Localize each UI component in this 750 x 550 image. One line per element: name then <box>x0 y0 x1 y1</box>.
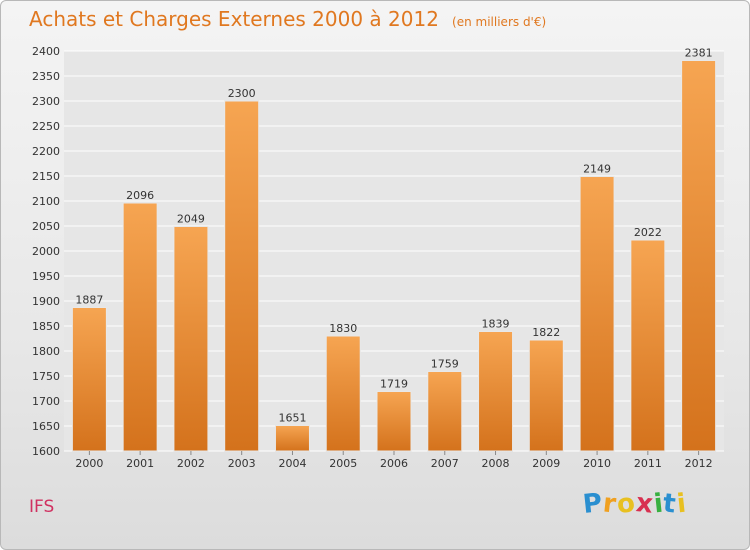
y-tick-label: 1750 <box>32 370 60 383</box>
bar <box>173 226 209 452</box>
x-tick-label: 2005 <box>329 457 357 470</box>
y-tick-label: 1700 <box>32 395 60 408</box>
chart-subtitle: (en milliers d'€) <box>452 15 547 29</box>
bar <box>122 202 158 452</box>
x-tick-label: 2006 <box>380 457 408 470</box>
y-tick-label: 2050 <box>32 220 60 233</box>
data-label: 2300 <box>228 87 256 100</box>
y-tick-label: 1900 <box>32 295 60 308</box>
data-label: 2381 <box>685 47 713 60</box>
data-labels: 1887 2096 2049 2300 1651 1830 1719 1759 1839 1822… <box>75 47 712 425</box>
chart-title: Achats et Charges Externes 2000 à 2012 <box>29 7 439 31</box>
bar <box>274 425 310 452</box>
data-label: 1887 <box>75 294 103 307</box>
data-label: 1822 <box>532 326 560 339</box>
x-tick-label: 2004 <box>278 457 306 470</box>
y-tick-label: 2150 <box>32 170 60 183</box>
x-tick-label: 2009 <box>532 457 560 470</box>
y-tick-label: 2100 <box>32 195 60 208</box>
bar <box>478 331 514 452</box>
y-tick-label: 2350 <box>32 70 60 83</box>
bar <box>376 391 412 452</box>
data-label: 2022 <box>634 226 662 239</box>
bars <box>71 60 717 452</box>
y-tick-label: 1800 <box>32 345 60 358</box>
data-label: 1759 <box>431 358 459 371</box>
y-tick-label: 1650 <box>32 420 60 433</box>
x-tick-label: 2010 <box>583 457 611 470</box>
data-label: 1830 <box>329 322 357 335</box>
y-tick-label: 1950 <box>32 270 60 283</box>
y-tick-label: 2000 <box>32 245 60 258</box>
title-row: Achats et Charges Externes 2000 à 2012 (… <box>29 7 546 31</box>
bar <box>681 60 717 452</box>
y-tick-label: 1600 <box>32 445 60 458</box>
bar <box>630 239 666 452</box>
data-label: 1839 <box>482 318 510 331</box>
y-tick-label: 2400 <box>32 45 60 58</box>
y-tick-label: 2200 <box>32 145 60 158</box>
y-tick-label: 2250 <box>32 120 60 133</box>
bar <box>224 100 260 452</box>
bar <box>579 176 615 452</box>
x-tick-label: 2012 <box>685 457 713 470</box>
bar <box>528 339 564 452</box>
bar <box>71 307 107 452</box>
y-tick-label: 2300 <box>32 95 60 108</box>
x-tick-label: 2003 <box>228 457 256 470</box>
data-label: 1651 <box>278 412 306 425</box>
y-tick-label: 1850 <box>32 320 60 333</box>
x-tick-label: 2001 <box>126 457 154 470</box>
x-tick-label: 2000 <box>75 457 103 470</box>
y-axis-ticks: 1600 1650 1700 1750 1800 1850 1900 1950 2000 2050… <box>32 45 60 458</box>
bar <box>325 335 361 452</box>
data-label: 2149 <box>583 163 611 176</box>
brand-logo: Proxiti <box>581 488 689 520</box>
data-label: 2049 <box>177 213 205 226</box>
data-label: 1719 <box>380 378 408 391</box>
x-tick-label: 2007 <box>431 457 459 470</box>
brand-letter: i <box>675 488 689 520</box>
x-axis-ticks: 2000 2001 2002 2003 2004 2005 2006 2007 2008 2009… <box>75 451 713 470</box>
x-tick-label: 2011 <box>634 457 662 470</box>
place-label: IFS <box>29 497 55 517</box>
x-tick-label: 2002 <box>177 457 205 470</box>
bar <box>427 371 463 452</box>
data-label: 2096 <box>126 189 154 202</box>
x-tick-label: 2008 <box>482 457 510 470</box>
